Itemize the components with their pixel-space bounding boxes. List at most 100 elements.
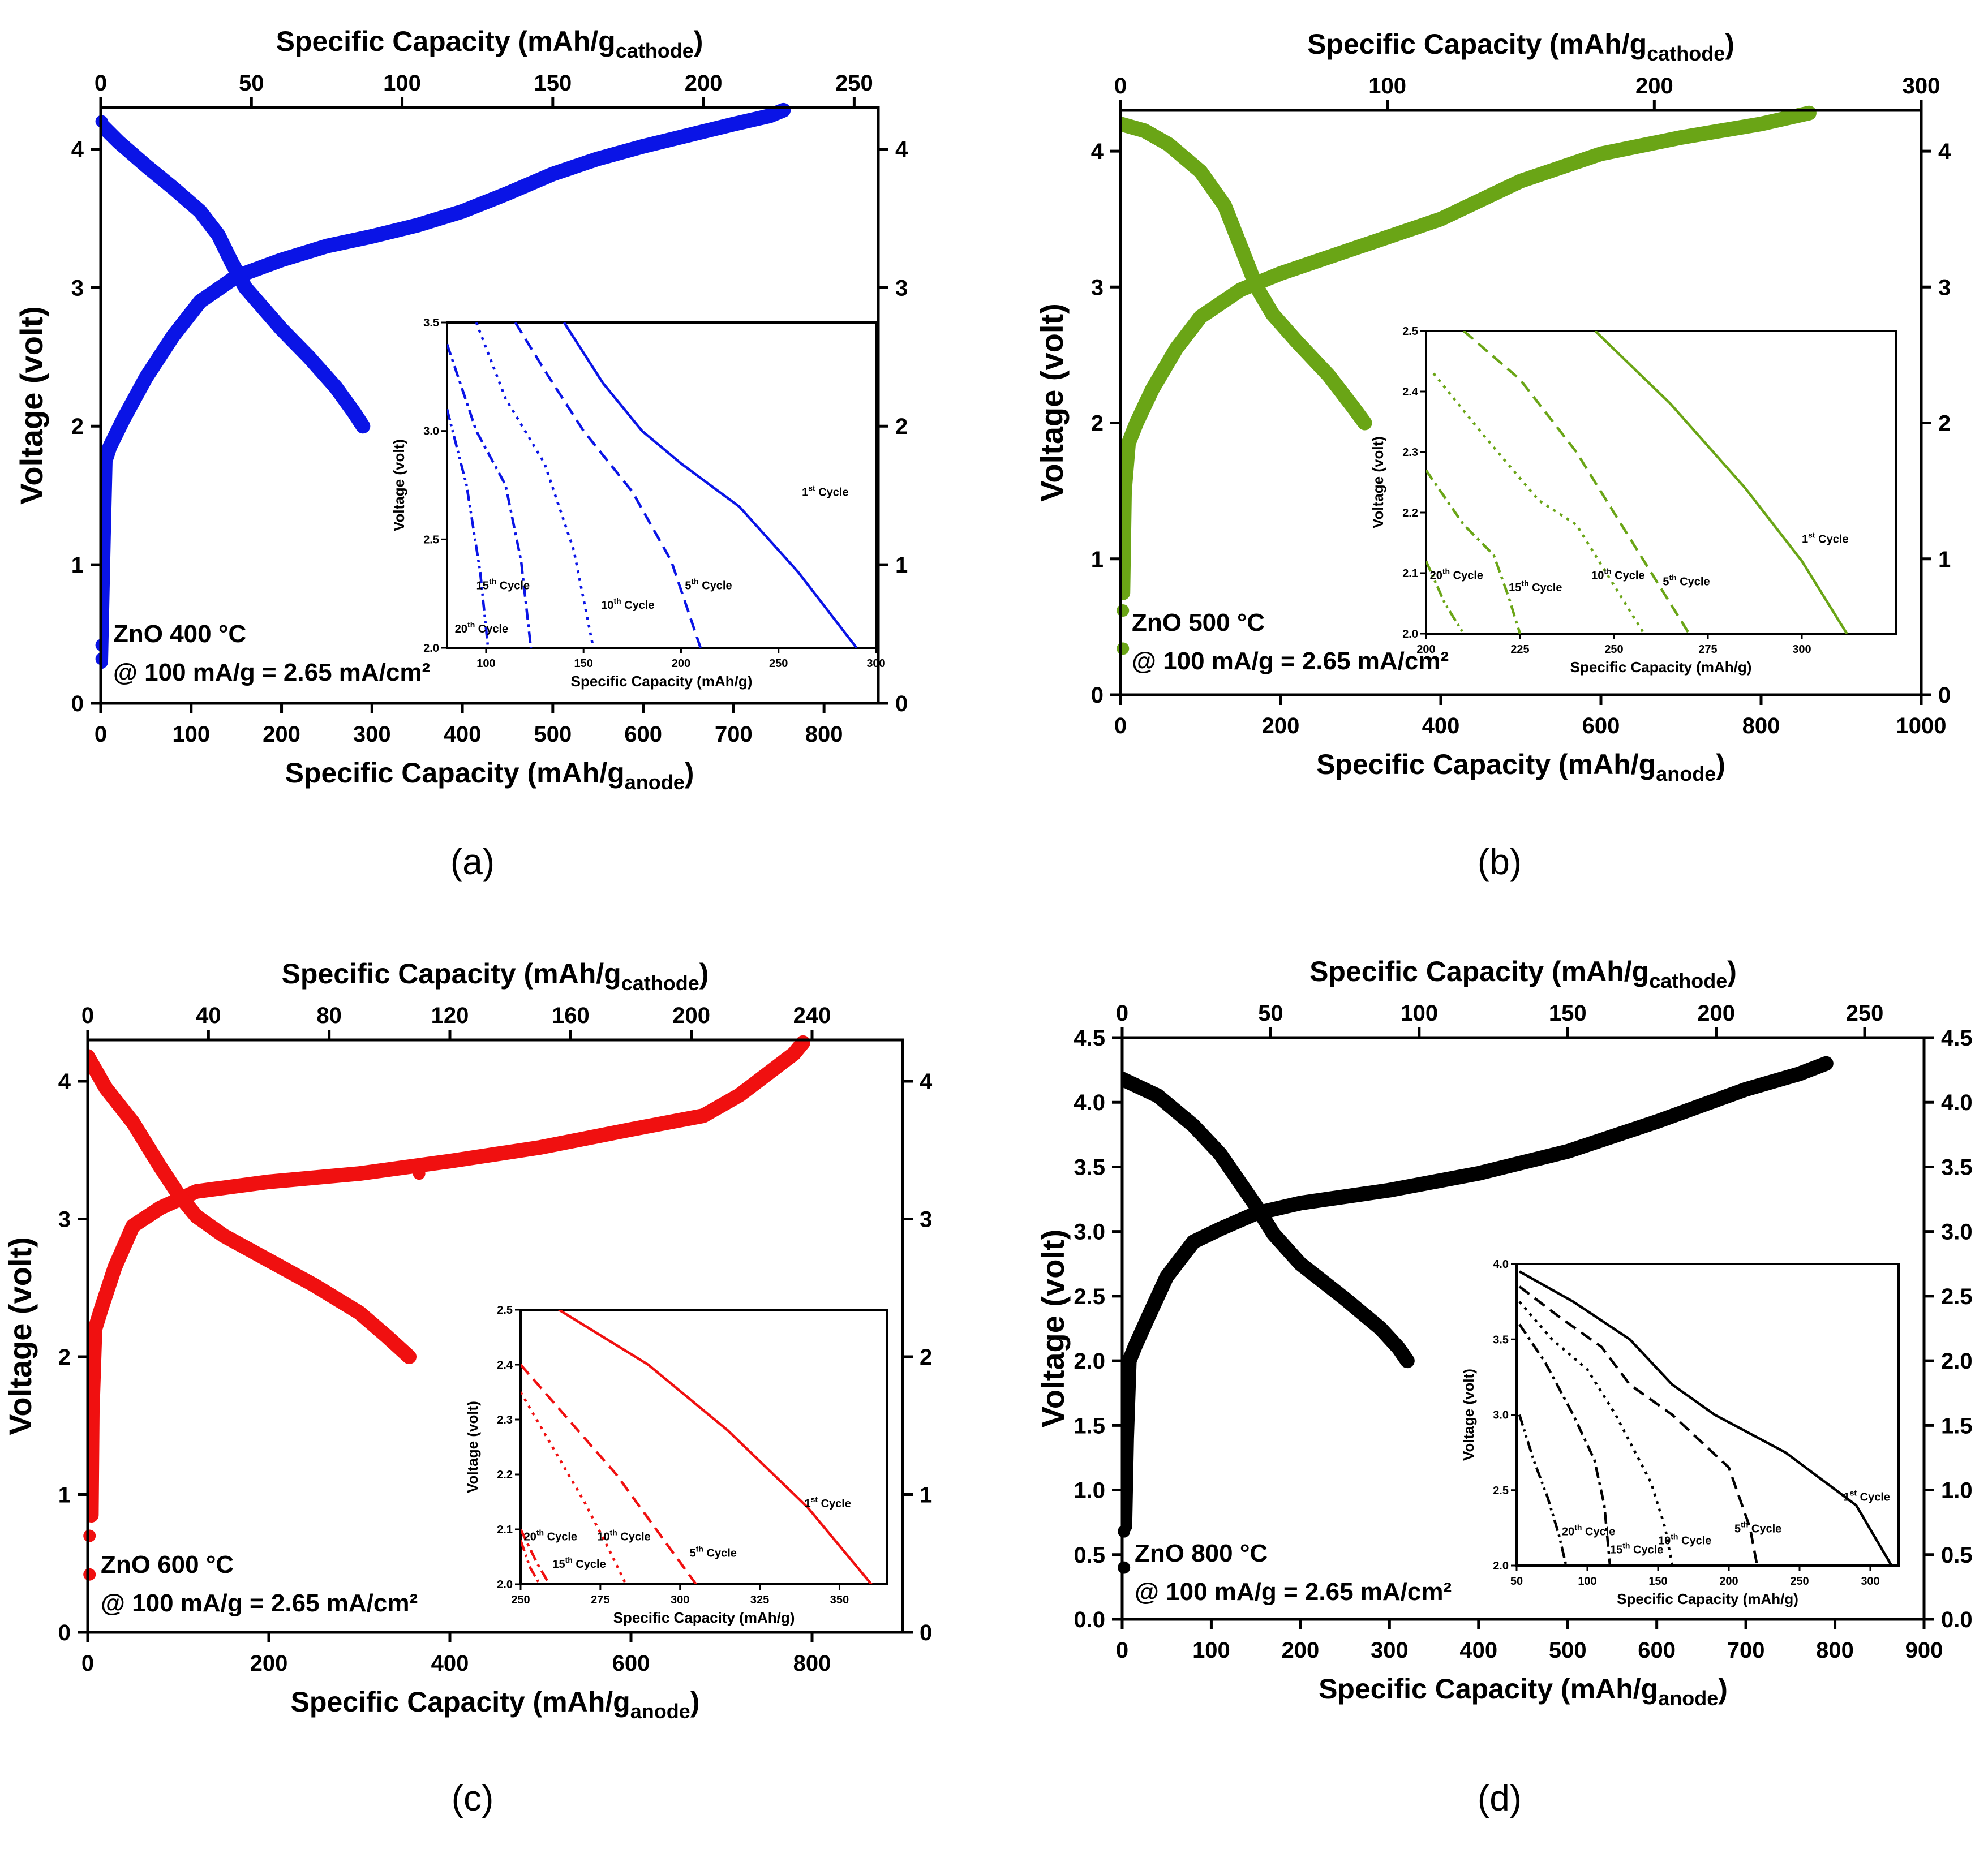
x-tick-label: 400	[1459, 1638, 1497, 1663]
x-tick-label: 700	[715, 722, 753, 747]
x-top-tick-label: 200	[1635, 74, 1673, 98]
cycle-word: Cycle	[1630, 1544, 1663, 1556]
inset-x-tick-label: 250	[511, 1594, 530, 1606]
plot-frame	[99, 106, 880, 705]
cycle-number: 1	[804, 1498, 810, 1510]
x-axis-title-bottom: Specific Capacity (mAh/ganode)	[285, 757, 694, 794]
x-axis-title-close: )	[1716, 749, 1725, 780]
cycle-word: Cycle	[815, 487, 849, 499]
x-top-tick-label: 120	[431, 1003, 469, 1028]
y-tick-label: 3	[71, 276, 84, 300]
inset-x-tick-label: 275	[591, 1594, 609, 1606]
cycle-ordinal: st	[808, 484, 815, 493]
y-right-tick-label: 2.5	[1941, 1284, 1973, 1309]
x-axis-title-text: Specific Capacity (mAh/g	[1307, 28, 1647, 60]
rate-annotation: @ 100 mA/g = 2.65 mA/cm²	[113, 659, 430, 686]
inset-y-tick-label: 2.4	[1402, 386, 1419, 398]
cycle-ordinal: st	[1850, 1488, 1857, 1497]
x-top-tick-label: 150	[534, 71, 572, 96]
inset-cycle-label: 1st Cycle	[804, 1495, 851, 1510]
inset-series-10th-cycle	[521, 1391, 627, 1584]
inset-y-tick-label: 2.3	[497, 1414, 513, 1426]
y-right-tick-label: 2	[895, 414, 908, 439]
inset-x-tick-label: 250	[769, 657, 788, 670]
cycle-ordinal: th	[1741, 1520, 1748, 1529]
inset-series-15th-cycle	[521, 1529, 551, 1584]
inset-x-tick-label: 250	[1790, 1575, 1809, 1588]
y-right-tick-label: 1.0	[1941, 1478, 1973, 1503]
inset-cycle-label: 15th Cycle	[476, 577, 530, 592]
x-axis-title-bottom: Specific Capacity (mAh/ganode)	[1319, 1673, 1728, 1710]
x-tick-label: 0	[1114, 713, 1127, 738]
x-top-tick-label: 150	[1549, 1001, 1587, 1026]
inset-cycle-label: 1st Cycle	[802, 484, 849, 499]
inset-y-tick-label: 2.1	[1402, 567, 1418, 580]
cycle-word: Cycle	[818, 1498, 851, 1510]
rate-annotation: @ 100 mA/g = 2.65 mA/cm²	[1132, 647, 1449, 675]
inset-series-1st-cycle	[1594, 331, 1848, 634]
y-tick-label: 4.5	[1074, 1026, 1105, 1051]
inset-y-axis-title: Voltage (volt)	[1369, 436, 1386, 528]
cycle-ordinal: th	[1574, 1523, 1582, 1532]
inset-cycle-label: 15th Cycle	[1610, 1541, 1663, 1556]
x-axis-title-top: Specific Capacity (mAh/gcathode)	[1307, 28, 1734, 65]
x-axis-title-subscript: cathode	[1647, 42, 1725, 65]
x-axis-title-close: )	[1718, 1673, 1728, 1705]
inset-x-tick-label: 200	[1719, 1575, 1738, 1588]
x-tick-label: 1000	[1896, 713, 1947, 738]
x-tick-label: 800	[1816, 1638, 1854, 1663]
inset-series-20th-cycle	[1426, 560, 1465, 634]
y-axis-title: Voltage (volt)	[2, 1237, 38, 1435]
cycle-number: 10	[601, 599, 613, 612]
inset-y-tick-label: 2.5	[423, 534, 439, 546]
sample-annotation: ZnO 600 °C	[101, 1551, 234, 1579]
inset-y-tick-label: 2.5	[1402, 325, 1418, 338]
cycle-ordinal: th	[1669, 573, 1676, 582]
y-tick-label: 4	[1091, 139, 1104, 164]
y-right-tick-label: 3.5	[1941, 1155, 1973, 1180]
series-charge	[88, 1035, 810, 1523]
cycle-ordinal: st	[811, 1495, 818, 1504]
series-discharge	[101, 117, 371, 434]
inset-x-tick-label: 50	[1510, 1575, 1523, 1588]
x-top-tick-label: 0	[1116, 1001, 1128, 1026]
cycle-number: 10	[597, 1530, 609, 1543]
x-tick-label: 400	[444, 722, 482, 747]
cycle-word: Cycle	[1529, 582, 1562, 594]
y-right-tick-label: 0	[895, 691, 908, 716]
x-axis-title-close: )	[694, 25, 703, 57]
y-right-tick-label: 4	[1938, 139, 1951, 164]
x-top-tick-label: 40	[196, 1003, 221, 1028]
cycle-ordinal: th	[1622, 1541, 1630, 1550]
x-tick-label: 600	[1582, 713, 1620, 738]
x-axis-title-text: Specific Capacity (mAh/g	[1319, 1673, 1658, 1705]
cycle-word: Cycle	[475, 623, 508, 635]
y-tick-label: 0.0	[1074, 1607, 1105, 1632]
inset-cycle-label: 20th Cycle	[524, 1528, 577, 1543]
cycle-number: 1	[1802, 534, 1808, 546]
y-tick-label: 0	[1091, 683, 1104, 708]
x-axis-title-subscript: cathode	[1649, 969, 1727, 992]
inset-x-tick-label: 225	[1510, 643, 1529, 656]
inset-x-axis-title: Specific Capacity (mAh/g)	[1570, 659, 1752, 676]
inset-x-tick-label: 100	[476, 657, 495, 670]
x-top-tick-label: 300	[1903, 74, 1940, 98]
inset-cycle-label: 20th Cycle	[455, 620, 508, 635]
cycle-number: 20	[455, 623, 467, 635]
y-tick-label: 2	[1091, 411, 1104, 436]
cycle-number: 10	[1658, 1535, 1671, 1547]
cycle-ordinal: th	[609, 1528, 617, 1537]
series-discharge	[1120, 117, 1372, 431]
x-top-tick-label: 80	[316, 1003, 342, 1028]
inset-x-tick-label: 300	[671, 1594, 689, 1606]
inset-chart: 250 275 300 325 350 2.0 2.1 2.2 2.3 2.4 2.5 Specifi…	[464, 1304, 888, 1626]
inset-cycle-label: 10th Cycle	[601, 596, 654, 612]
inset-series-15th-cycle	[447, 343, 533, 648]
inset-cycle-label: 5th Cycle	[1734, 1520, 1781, 1535]
x-tick-label: 100	[1192, 1638, 1230, 1663]
panel-label: (c)	[452, 1778, 494, 1818]
cycle-word: Cycle	[1582, 1526, 1615, 1538]
data-point-marker	[83, 1529, 96, 1542]
x-tick-label: 700	[1727, 1638, 1765, 1663]
x-axis-title-top: Specific Capacity (mAh/gcathode)	[1309, 956, 1737, 992]
